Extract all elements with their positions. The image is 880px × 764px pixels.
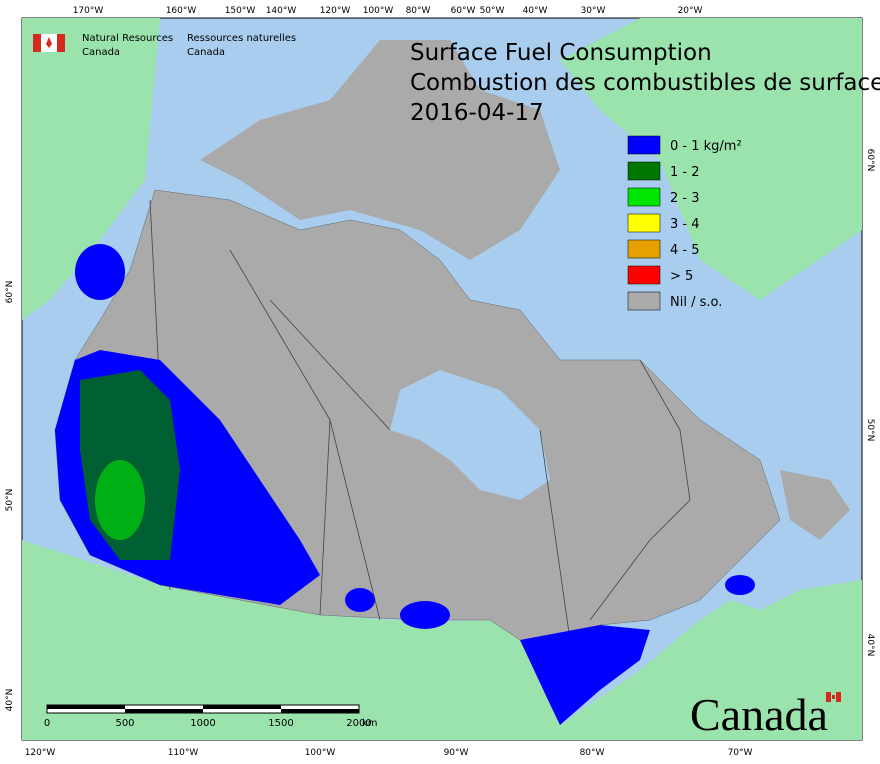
legend-swatch bbox=[627, 135, 661, 155]
title: 2016-04-17 bbox=[410, 100, 544, 126]
wordmark-flag bbox=[826, 692, 841, 702]
graticule-label: 160°W bbox=[166, 6, 197, 16]
graticule-label: 70°W bbox=[728, 748, 753, 758]
dynamic: 0 - 1 kg/m² 1 - 2 2 - 3 3 - 4 4 - 5 > 5 Nil / … bbox=[5, 6, 875, 758]
graticule-label: 20°W bbox=[678, 6, 703, 16]
graticule-label: 90°W bbox=[444, 748, 469, 758]
agency-en: Canada bbox=[82, 47, 120, 58]
scale-label: 0 bbox=[44, 718, 50, 729]
fire-areas-light bbox=[95, 460, 145, 540]
legend-swatch bbox=[627, 265, 661, 285]
legend-label: 2 - 3 bbox=[670, 191, 700, 206]
agency-fr: Canada bbox=[187, 47, 225, 58]
scale-label: 2000 bbox=[346, 718, 371, 729]
legend-swatch bbox=[627, 239, 661, 259]
legend-label: 4 - 5 bbox=[670, 243, 700, 258]
graticule-label: 80°W bbox=[406, 6, 431, 16]
graticule-label: 100°W bbox=[305, 748, 336, 758]
hudson-bay bbox=[390, 370, 550, 500]
graticule-label: 40°N bbox=[5, 689, 15, 712]
graticule-label: 60°N bbox=[865, 149, 875, 172]
graticule-label: 120°W bbox=[25, 748, 56, 758]
graticule-label: 110°W bbox=[168, 748, 199, 758]
map-body bbox=[21, 17, 863, 741]
legend-swatch bbox=[627, 291, 661, 311]
graticule-label: 50°N bbox=[865, 419, 875, 442]
agency-fr: Ressources naturelles bbox=[187, 33, 296, 44]
alaska bbox=[22, 18, 160, 320]
graticule-label: 150°W bbox=[225, 6, 256, 16]
wordmark: Canada bbox=[690, 689, 828, 740]
legend-label: 3 - 4 bbox=[670, 217, 700, 232]
graticule-label: 60°N bbox=[5, 281, 15, 304]
graticule-label: 50°W bbox=[480, 6, 505, 16]
legend-swatch bbox=[627, 213, 661, 233]
nrcan-logo bbox=[33, 34, 65, 52]
legend-swatch bbox=[627, 187, 661, 207]
legend-label: > 5 bbox=[670, 269, 693, 284]
greenland bbox=[560, 18, 862, 300]
legend-label: 1 - 2 bbox=[670, 165, 700, 180]
scale-bar bbox=[46, 704, 360, 714]
agency-en: Natural Resources bbox=[82, 33, 173, 44]
arctic-islands bbox=[200, 40, 560, 260]
legend-label: 0 - 1 kg/m² bbox=[670, 139, 742, 154]
legend-swatch bbox=[627, 161, 661, 181]
graticule-label: 50°N bbox=[5, 489, 15, 512]
title: Surface Fuel Consumption bbox=[410, 40, 712, 66]
graticule-label: 60°W bbox=[451, 6, 476, 16]
graticule-label: 100°W bbox=[363, 6, 394, 16]
graticule-label: 40°W bbox=[523, 6, 548, 16]
graticule-label: 30°W bbox=[581, 6, 606, 16]
graticule-label: 80°W bbox=[580, 748, 605, 758]
graticule-label: 170°W bbox=[73, 6, 104, 16]
scale-unit: km bbox=[362, 718, 378, 729]
legend-label: Nil / s.o. bbox=[670, 295, 722, 310]
graticule-label: 140°W bbox=[266, 6, 297, 16]
graticule-label: 40°N bbox=[865, 634, 875, 657]
title: Combustion des combustibles de surface bbox=[410, 70, 880, 96]
usa bbox=[22, 540, 862, 740]
graticule-label: 120°W bbox=[320, 6, 351, 16]
scale-label: 1000 bbox=[190, 718, 215, 729]
newfoundland bbox=[780, 470, 850, 540]
scale-label: 500 bbox=[115, 718, 134, 729]
scale-label: 1500 bbox=[268, 718, 293, 729]
